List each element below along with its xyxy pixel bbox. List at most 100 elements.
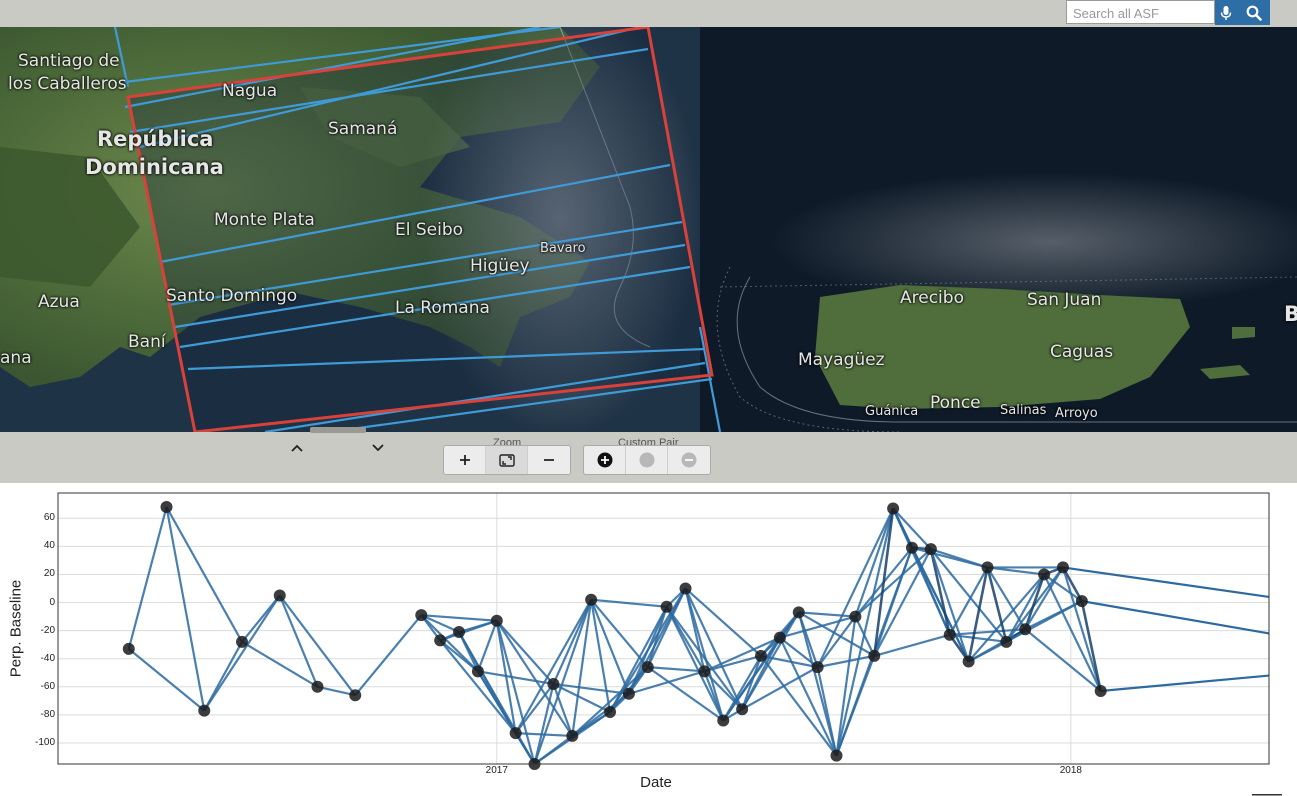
map-label: La Romana (395, 298, 490, 318)
land-puerto-rico (815, 285, 1190, 409)
search-button[interactable] (1237, 0, 1270, 25)
baseline-pair-line (949, 633, 1007, 643)
baseline-pair-line (1061, 566, 1083, 602)
y-tick-label: -20 (40, 624, 55, 636)
chart-edges (127, 506, 1270, 765)
scene-point (236, 635, 249, 648)
scene-point (811, 661, 824, 674)
scene-point (471, 665, 484, 678)
scroll-down-button[interactable] (367, 438, 389, 458)
baseline-pair-line (1081, 600, 1270, 635)
baseline-pair-line (477, 670, 554, 686)
scene-point (868, 649, 881, 662)
scene-point (566, 729, 579, 742)
scroll-up-button[interactable] (286, 438, 308, 458)
microphone-icon (1220, 5, 1232, 20)
map-control-strip: Zoom Custom Pair (0, 427, 1297, 483)
remove-custom-pair-button[interactable] (668, 446, 710, 474)
baseline-pair-line (165, 506, 206, 711)
baseline-pair-line (741, 655, 763, 710)
baseline-pair-line (835, 616, 857, 756)
map-label: Ponce (930, 393, 981, 413)
scene-point (792, 606, 805, 619)
plus-circle-icon (597, 452, 612, 468)
baseline-pair-line (627, 606, 668, 695)
add-custom-pair-button[interactable] (584, 446, 626, 474)
baseline-pair-line (647, 666, 724, 722)
baseline-pair-line (533, 683, 555, 765)
scene-point (962, 655, 975, 668)
baseline-pair-line (514, 732, 536, 765)
baseline-pair-line (317, 685, 356, 697)
map-view[interactable]: Santiago de los Caballeros Nagua Samaná … (0, 27, 1297, 432)
map-label: Santo Domingo (166, 286, 298, 306)
baseline-pair-line (741, 666, 819, 711)
chevron-down-icon (372, 444, 384, 452)
map-label: Arecibo (900, 288, 964, 308)
y-tick-label: 20 (43, 568, 55, 580)
search-icon (1246, 5, 1262, 21)
baseline-pair-line (948, 566, 989, 636)
minus-circle-icon (681, 452, 697, 468)
baseline-pair-line (420, 614, 479, 673)
baseline-pair-line (1043, 573, 1102, 692)
baseline-pair-line (552, 599, 593, 685)
zoom-to-fit-button[interactable] (486, 446, 528, 474)
baseline-pair-line (1043, 573, 1083, 603)
search-input[interactable] (1071, 2, 1215, 24)
baseline-pair-line (590, 599, 649, 668)
baseline-pair-line (421, 614, 497, 622)
baseline-pair-line (987, 566, 1045, 576)
baseline-pair-line (495, 620, 517, 734)
y-tick-label: 40 (43, 540, 55, 552)
baseline-pair-line (278, 594, 357, 696)
map-label: Azua (38, 292, 80, 312)
scene-point (641, 661, 654, 674)
baseline-pair-line (665, 606, 725, 721)
selected-scene-outline (126, 27, 714, 432)
scene-point (924, 543, 937, 556)
scene-point (660, 600, 673, 613)
scene-point (773, 631, 786, 644)
baseline-pair-line (458, 619, 498, 634)
zoom-button-group (443, 445, 571, 475)
baseline-chart[interactable] (0, 483, 1297, 796)
chevron-up-icon (291, 444, 303, 452)
custom-pair-point-button[interactable] (626, 446, 668, 474)
scene-point (849, 610, 862, 623)
scene-point (434, 634, 447, 647)
map-label: El Seibo (395, 220, 464, 240)
baseline-pair-line (495, 620, 555, 685)
map-label: Dominicana (85, 155, 224, 179)
map-label: República (97, 127, 214, 151)
baseline-pair-line (552, 683, 574, 737)
zoom-out-button[interactable] (528, 446, 570, 474)
baseline-pair-line (514, 599, 593, 734)
baseline-pair-line (778, 637, 838, 757)
baseline-pair-line (553, 682, 630, 695)
zoom-in-button[interactable] (444, 446, 486, 474)
scene-point (905, 541, 918, 554)
map-canvas[interactable] (0, 27, 1297, 432)
panel-drag-handle[interactable] (310, 427, 366, 433)
baseline-pair-line (646, 588, 687, 668)
baseline-pair-line (703, 636, 781, 673)
map-label: Nagua (222, 81, 278, 101)
baseline-pair-line (684, 587, 762, 657)
baseline-pair-line (1080, 600, 1102, 692)
baseline-chart-plot[interactable] (0, 483, 1297, 796)
y-tick-label: 0 (49, 596, 55, 608)
baseline-pair-line (476, 620, 498, 672)
map-label: Baní (128, 332, 166, 352)
plot-frame (57, 492, 1270, 765)
y-tick-label: 60 (43, 512, 55, 524)
voice-search-button[interactable] (1215, 0, 1237, 25)
map-label: Salinas (1000, 403, 1047, 418)
scene-point (679, 582, 692, 595)
baseline-pair-line (241, 594, 281, 643)
plot-corner-mark (1252, 794, 1282, 796)
baseline-pair-line (703, 670, 725, 721)
baseline-pair-line (1005, 573, 1046, 643)
baseline-pair-line (873, 633, 951, 657)
scene-point (160, 501, 173, 514)
